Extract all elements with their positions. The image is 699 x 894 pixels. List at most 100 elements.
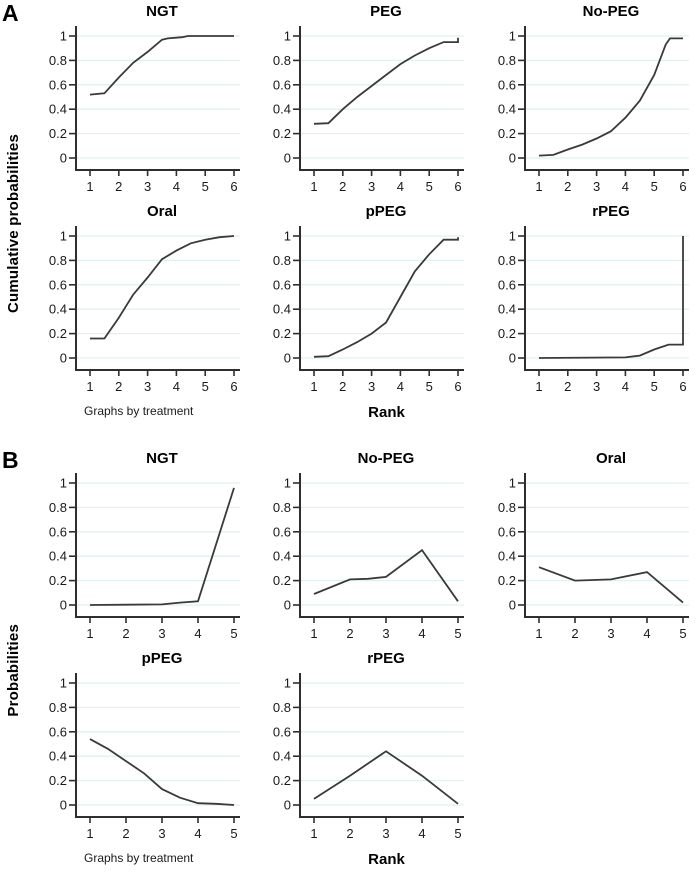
panel-a-footer: Graphs by treatment Rank bbox=[26, 404, 699, 421]
x-tick-label: 3 bbox=[144, 179, 151, 194]
subplot-title: No-PEG bbox=[582, 3, 639, 20]
y-tick-label: 0.2 bbox=[49, 126, 67, 141]
x-tick-label: 1 bbox=[87, 179, 94, 194]
x-tick-label: 4 bbox=[195, 826, 202, 841]
panel-a-footer-spacer bbox=[475, 404, 699, 421]
y-tick-label: 0 bbox=[509, 351, 516, 366]
data-line bbox=[538, 37, 683, 157]
x-tick-label: 6 bbox=[455, 179, 462, 194]
subplot-title: rPEG bbox=[592, 203, 630, 220]
x-tick-label: 1 bbox=[311, 626, 318, 641]
x-tick-label: 2 bbox=[564, 379, 571, 394]
x-tick-label: 2 bbox=[123, 626, 130, 641]
subplot-ngt: 0 0.2 0.4 0.6 0.8 1 1 2 3 4 5 6 NGT bbox=[26, 0, 250, 200]
y-tick-label: 0.8 bbox=[273, 500, 291, 515]
y-tick-label: 0.4 bbox=[273, 102, 291, 117]
line-chart: 0 0.2 0.4 0.6 0.8 1 1 2 3 4 5 6 No-PEG bbox=[498, 3, 689, 194]
panel-b-body: 0 0.2 0.4 0.6 0.8 1 1 2 3 4 5 NGT 0 0.2 0.4 0.6 0.8 1 1 2 3 4… bbox=[26, 447, 699, 894]
panel-a-yaxis-rail: Cumulative probabilities bbox=[0, 0, 26, 447]
y-tick-label: 0.6 bbox=[498, 77, 516, 92]
y-tick-label: 0.6 bbox=[49, 277, 67, 292]
y-tick-label: 0.6 bbox=[273, 724, 291, 739]
y-tick-label: 0.8 bbox=[49, 53, 67, 68]
y-tick-label: 0 bbox=[60, 151, 67, 166]
x-tick-label: 4 bbox=[173, 379, 180, 394]
subplot-title: PEG bbox=[371, 3, 403, 20]
panel-b-yaxis-title: Probabilities bbox=[4, 624, 22, 717]
x-tick-label: 5 bbox=[679, 626, 686, 641]
y-tick-label: 0.6 bbox=[273, 524, 291, 539]
panel-a-grid: 0 0.2 0.4 0.6 0.8 1 1 2 3 4 5 6 NGT 0 0.2 0.4 0.6 0.8 1 1 2 3… bbox=[26, 0, 699, 400]
data-line bbox=[89, 738, 235, 806]
y-tick-label: 0.8 bbox=[49, 500, 67, 515]
y-tick-label: 0.6 bbox=[49, 524, 67, 539]
subplot-title: pPEG bbox=[366, 203, 407, 220]
y-tick-label: 1 bbox=[284, 29, 291, 44]
y-tick-label: 0.2 bbox=[273, 773, 291, 788]
line-chart: 0 0.2 0.4 0.6 0.8 1 1 2 3 4 5 No-PEG bbox=[273, 450, 465, 641]
subplot-ppeg: 0 0.2 0.4 0.6 0.8 1 1 2 3 4 5 pPEG bbox=[26, 647, 250, 847]
x-tick-label: 4 bbox=[173, 179, 180, 194]
y-tick-label: 0.4 bbox=[49, 749, 67, 764]
line-chart: 0 0.2 0.4 0.6 0.8 1 1 2 3 4 5 pPEG bbox=[49, 650, 241, 841]
y-tick-label: 0 bbox=[509, 151, 516, 166]
x-tick-label: 6 bbox=[679, 379, 686, 394]
x-tick-label: 3 bbox=[593, 179, 600, 194]
subplot-title: rPEG bbox=[368, 650, 406, 667]
x-tick-label: 3 bbox=[383, 626, 390, 641]
y-tick-label: 0.4 bbox=[498, 302, 516, 317]
x-tick-label: 5 bbox=[455, 626, 462, 641]
x-tick-label: 1 bbox=[87, 626, 94, 641]
subplot-no-peg: 0 0.2 0.4 0.6 0.8 1 1 2 3 4 5 No-PEG bbox=[250, 447, 474, 647]
y-tick-label: 1 bbox=[509, 229, 516, 244]
y-tick-label: 0 bbox=[284, 598, 291, 613]
subplot-rpeg: 0 0.2 0.4 0.6 0.8 1 1 2 3 4 5 rPEG bbox=[250, 647, 474, 847]
y-tick-label: 0.2 bbox=[49, 573, 67, 588]
y-tick-label: 1 bbox=[284, 229, 291, 244]
data-line bbox=[314, 548, 460, 602]
line-chart: 0 0.2 0.4 0.6 0.8 1 1 2 3 4 5 6 rPEG bbox=[498, 203, 689, 394]
line-chart: 0 0.2 0.4 0.6 0.8 1 1 2 3 4 5 6 pPEG bbox=[273, 203, 465, 394]
y-tick-label: 0.2 bbox=[498, 573, 516, 588]
y-tick-label: 0.8 bbox=[498, 500, 516, 515]
y-tick-label: 0.4 bbox=[498, 549, 516, 564]
panel-a-body: 0 0.2 0.4 0.6 0.8 1 1 2 3 4 5 6 NGT 0 0.2 0.4 0.6 0.8 1 1 2 3… bbox=[26, 0, 699, 447]
x-tick-label: 6 bbox=[679, 179, 686, 194]
subplot-title: NGT bbox=[146, 3, 178, 20]
x-tick-label: 2 bbox=[564, 179, 571, 194]
y-tick-label: 0.8 bbox=[49, 700, 67, 715]
y-tick-label: 0.6 bbox=[49, 724, 67, 739]
subplot-ngt: 0 0.2 0.4 0.6 0.8 1 1 2 3 4 5 NGT bbox=[26, 447, 250, 647]
y-tick-label: 0.6 bbox=[273, 277, 291, 292]
x-tick-label: 5 bbox=[202, 379, 209, 394]
y-tick-label: 0.6 bbox=[498, 524, 516, 539]
x-tick-label: 4 bbox=[195, 626, 202, 641]
y-tick-label: 0.2 bbox=[273, 326, 291, 341]
line-chart: 0 0.2 0.4 0.6 0.8 1 1 2 3 4 5 6 Oral bbox=[49, 203, 241, 394]
y-tick-label: 1 bbox=[60, 29, 67, 44]
panel-a-yaxis-title: Cumulative probabilities bbox=[4, 134, 22, 313]
line-chart: 0 0.2 0.4 0.6 0.8 1 1 2 3 4 5 NGT bbox=[49, 450, 241, 641]
y-tick-label: 1 bbox=[60, 476, 67, 491]
x-tick-label: 1 bbox=[535, 626, 542, 641]
y-tick-label: 0.8 bbox=[273, 700, 291, 715]
x-tick-label: 2 bbox=[123, 826, 130, 841]
y-tick-label: 1 bbox=[509, 476, 516, 491]
y-tick-label: 0.2 bbox=[49, 773, 67, 788]
panel-b-footer: Graphs by treatment Rank bbox=[26, 851, 699, 868]
y-tick-label: 0.4 bbox=[273, 749, 291, 764]
subplot-title: No-PEG bbox=[358, 450, 415, 467]
x-tick-label: 3 bbox=[144, 379, 151, 394]
data-line bbox=[90, 487, 236, 606]
subplot-title: Oral bbox=[147, 203, 177, 220]
data-line bbox=[538, 566, 684, 604]
subplot-oral: 0 0.2 0.4 0.6 0.8 1 1 2 3 4 5 Oral bbox=[475, 447, 699, 647]
x-tick-label: 3 bbox=[607, 626, 614, 641]
x-tick-label: 4 bbox=[419, 826, 426, 841]
panel-b-yaxis-rail: Probabilities bbox=[0, 447, 26, 894]
x-tick-label: 3 bbox=[368, 379, 375, 394]
x-tick-label: 4 bbox=[622, 179, 629, 194]
x-tick-label: 2 bbox=[115, 379, 122, 394]
panel-b-xaxis-title: Rank bbox=[368, 851, 405, 868]
